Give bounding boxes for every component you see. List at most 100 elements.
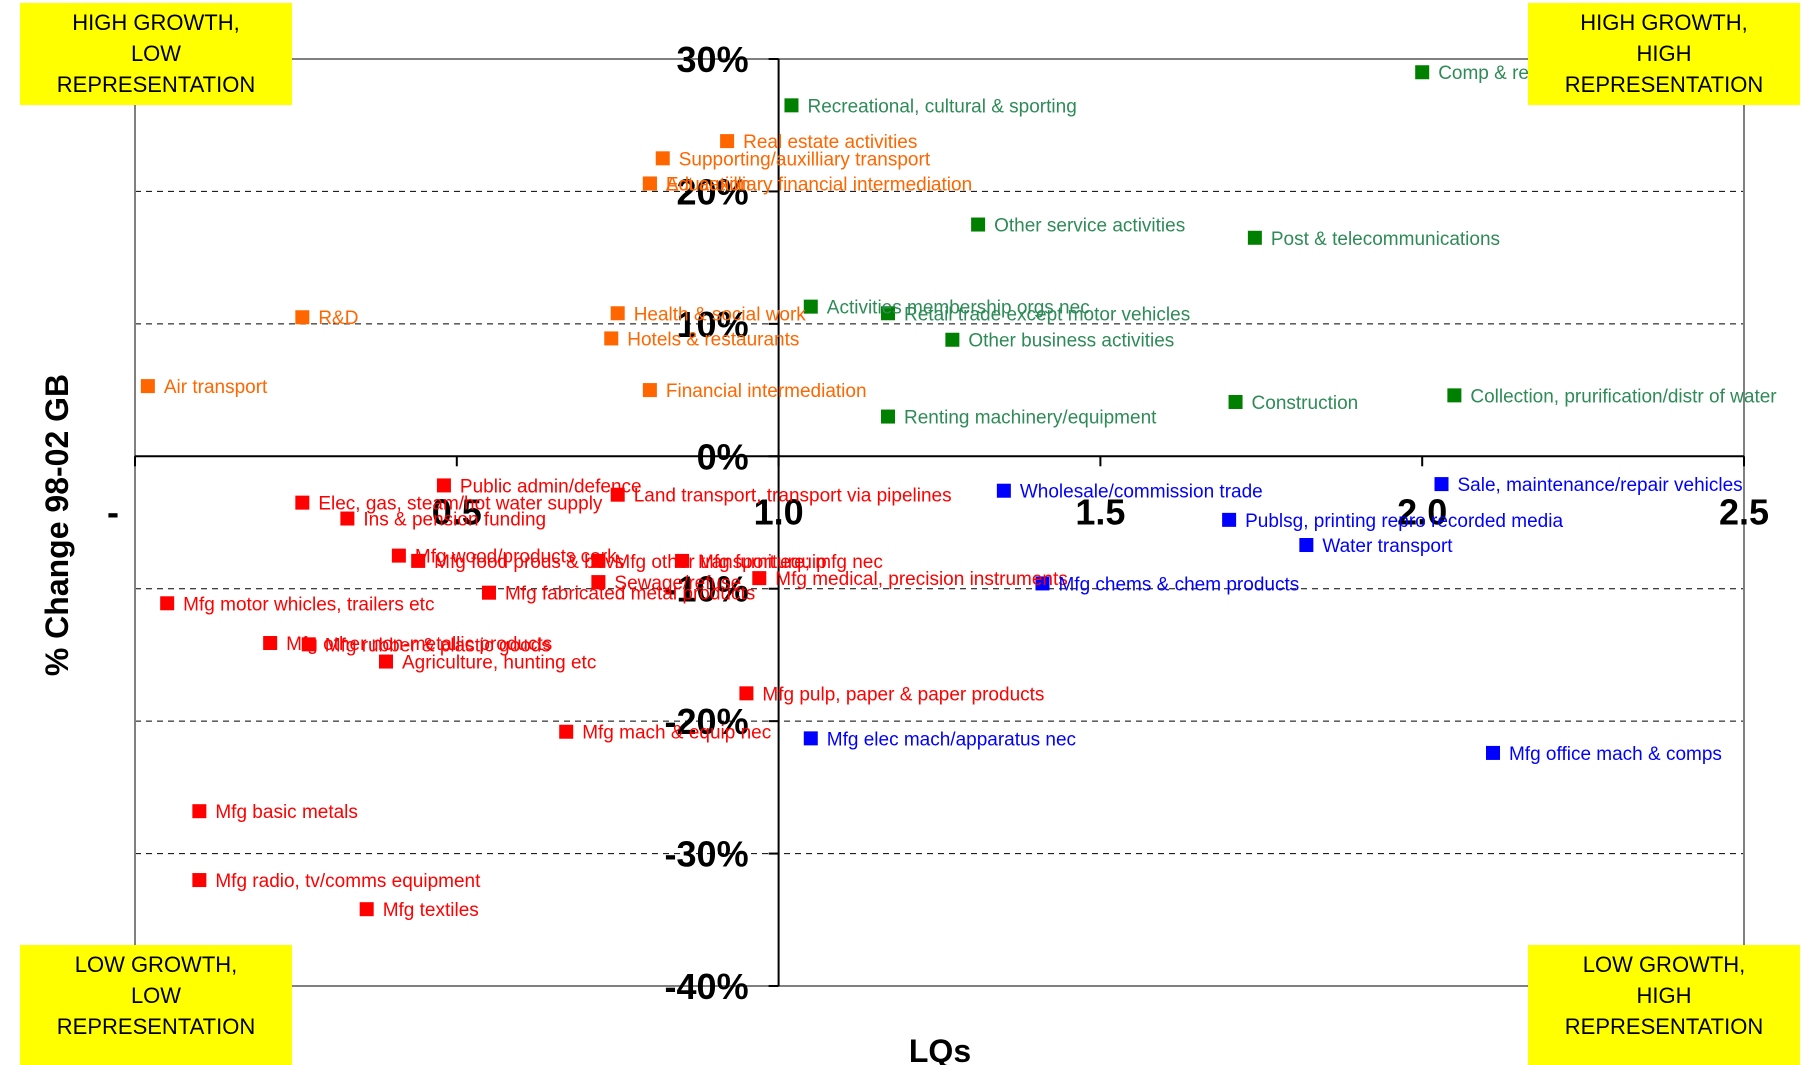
x-tick-label: 0.5	[432, 491, 482, 532]
data-point	[1299, 538, 1314, 553]
x-axis-title: LQs	[909, 1033, 971, 1065]
data-point	[192, 873, 207, 888]
point-label: Mfg fabricated metal products	[505, 584, 755, 605]
point-label: Mfg furniture; mfg nec	[698, 552, 883, 573]
quadrant-label-high-growth-high-representation: HIGH GROWTH, HIGH REPRESENTATION	[1528, 3, 1800, 105]
quadrant-line: REPRESENTATION	[1564, 72, 1764, 97]
data-point	[1228, 394, 1243, 409]
quadrant-label-low-growth-low-representation: LOW GROWTH, LOW REPRESENTATION	[20, 945, 292, 1065]
data-point	[295, 310, 310, 325]
data-point	[1415, 65, 1430, 80]
data-point	[604, 331, 619, 346]
point-label: Post & telecommunications	[1271, 229, 1500, 250]
data-point	[1247, 230, 1262, 245]
point-label: Hotels & restaurants	[627, 329, 799, 350]
data-point	[739, 686, 754, 701]
point-label: Wholesale/commission trade	[1020, 482, 1263, 503]
point-label: Construction	[1252, 393, 1359, 414]
data-point	[675, 553, 690, 568]
data-point	[881, 306, 896, 321]
data-point	[720, 134, 735, 149]
data-point	[971, 217, 986, 232]
x-tick-label: -	[107, 491, 119, 532]
data-point	[610, 306, 625, 321]
quadrant-line: REPRESENTATION	[56, 72, 256, 97]
data-point	[642, 176, 657, 191]
y-tick-labels: 30% 20% 10% 0% -10% -20% -30% -40%	[665, 39, 749, 1007]
data-point	[803, 731, 818, 746]
point-labels: Comp & related activitiesRecreational, c…	[164, 63, 1777, 921]
point-label: Recreational, cultural & sporting	[807, 96, 1076, 117]
x-tick-labels: - 0.5 1.0 1.5 2.0 2.5	[107, 491, 1769, 532]
data-point	[140, 379, 155, 394]
point-label: Land transport, transport via pipelines	[634, 486, 952, 507]
data-point	[655, 151, 670, 166]
data-point	[752, 571, 767, 586]
point-label: R&D	[318, 308, 358, 329]
x-tick-label: 1.0	[754, 491, 804, 532]
data-point	[591, 553, 606, 568]
point-label: Other business activities	[968, 331, 1174, 352]
quadrant-line: LOW GROWTH,	[1582, 952, 1746, 977]
data-point	[436, 478, 451, 493]
quadrant-label-low-growth-high-representation: LOW GROWTH, HIGH REPRESENTATION	[1528, 945, 1800, 1065]
data-point	[803, 299, 818, 314]
point-label: Supporting/auxilliary transport	[679, 149, 931, 170]
data-point	[295, 495, 310, 510]
quadrant-line: HIGH	[1636, 41, 1692, 66]
y-tick-label: -10%	[665, 569, 749, 610]
point-label: Sale, maintenance/repair vehicles	[1458, 475, 1743, 496]
data-point	[1447, 388, 1462, 403]
data-point	[160, 596, 175, 611]
point-label: Elec, gas, steam/hot water supply	[318, 494, 603, 515]
quadrant-line: LOW	[130, 983, 182, 1008]
data-point	[391, 548, 406, 563]
data-point	[192, 804, 207, 819]
y-tick-label: -40%	[665, 966, 749, 1007]
point-label: Mfg wood/products cork	[415, 547, 617, 568]
point-label: Mfg basic metals	[215, 802, 358, 823]
data-points	[140, 65, 1500, 917]
data-point	[784, 98, 799, 113]
data-point	[610, 487, 625, 502]
y-axis-title: % Change 98-02 GB	[39, 374, 75, 676]
data-point	[481, 585, 496, 600]
quadrant-line: REPRESENTATION	[56, 1014, 256, 1039]
y-tick-label: -20%	[665, 701, 749, 742]
point-label: Mfg food prods & bevs	[434, 552, 624, 573]
data-point	[411, 553, 426, 568]
data-point	[642, 383, 657, 398]
data-point	[359, 902, 374, 917]
y-tick-label: -30%	[665, 834, 749, 875]
x-tick-label: 1.5	[1075, 491, 1125, 532]
point-label: Mfg other non-metallic products	[286, 634, 552, 655]
data-point	[379, 654, 394, 669]
point-label: Mfg rubber & plastic goods	[325, 635, 551, 656]
y-tick-label: 0%	[697, 436, 749, 477]
data-point	[996, 483, 1011, 498]
point-label: Mfg other transport equip	[614, 552, 826, 573]
data-point	[340, 511, 355, 526]
y-tick-label: 20%	[677, 171, 749, 212]
point-label: Publsg, printing repro recorded media	[1245, 511, 1563, 532]
point-label: Ins & pension funding	[363, 510, 546, 531]
point-label: Real estate activities	[743, 132, 917, 153]
quadrant-line: REPRESENTATION	[1564, 1014, 1764, 1039]
data-point	[301, 637, 316, 652]
point-label: Mfg textiles	[383, 900, 479, 921]
point-label: Act auxilliary financial intermediation	[666, 174, 972, 195]
data-point	[559, 724, 574, 739]
data-point	[1485, 745, 1500, 760]
point-label: Agriculture, hunting etc	[402, 653, 596, 674]
point-label: Mfg pulp, paper & paper products	[762, 684, 1044, 705]
plot-frame	[134, 58, 1745, 987]
quadrant-line: HIGH GROWTH,	[1580, 10, 1748, 35]
point-label: Mfg office mach & comps	[1509, 744, 1722, 765]
point-label: Sewage/refuse	[614, 573, 741, 594]
point-label: Activities membership orgs nec	[827, 298, 1090, 319]
data-point	[263, 636, 278, 651]
point-label: Mfg radio, tv/comms equipment	[215, 871, 481, 892]
data-point	[945, 332, 960, 347]
point-label: Mfg motor whicles, trailers etc	[183, 594, 434, 615]
